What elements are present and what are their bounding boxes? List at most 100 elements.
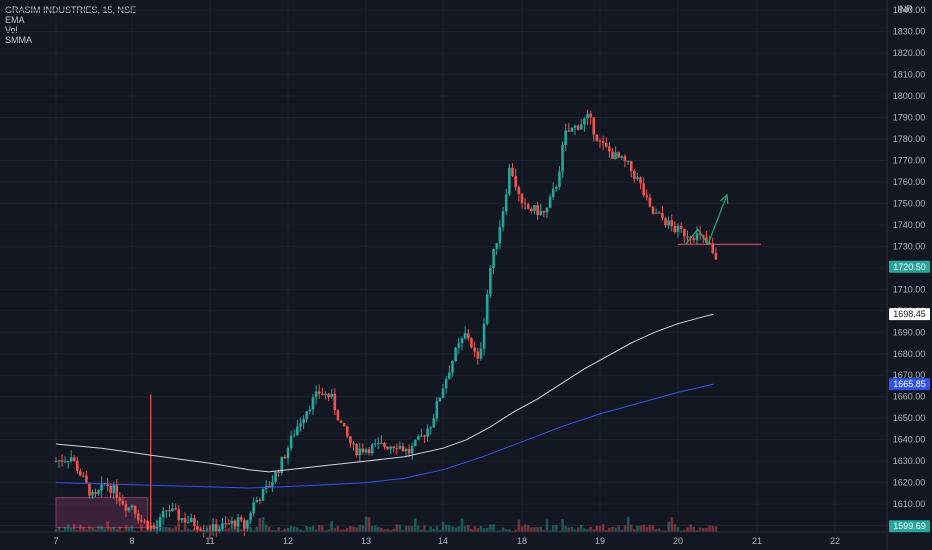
volume-bar: [466, 524, 470, 532]
volume-bar: [426, 530, 429, 532]
candle-body: [448, 372, 451, 379]
candle-body: [561, 144, 564, 172]
candle-body: [158, 517, 162, 528]
volume-bar: [380, 527, 383, 532]
bottom-value-tag-bg: [889, 520, 930, 533]
volume-bar: [342, 529, 346, 532]
candle-body: [271, 481, 274, 488]
candle-body: [420, 435, 423, 437]
volume-bars: [54, 516, 718, 532]
volume-bar: [373, 525, 377, 532]
volume-bar: [639, 525, 642, 532]
volume-bar: [476, 528, 480, 532]
candle-body: [274, 471, 277, 482]
volume-bar: [94, 529, 97, 532]
volume-bar: [520, 526, 524, 532]
y-tick-label: 1710.00: [893, 284, 926, 294]
volume-bar: [377, 526, 380, 532]
volume-bar: [174, 526, 177, 532]
candle-body: [466, 333, 470, 339]
volume-bar: [633, 529, 636, 532]
volume-bar: [530, 527, 533, 532]
candle-body: [617, 152, 621, 158]
candle-body: [261, 488, 265, 501]
volume-bar: [302, 530, 305, 532]
candle-body: [492, 248, 495, 268]
smma-value-tag: 1665.85: [889, 378, 930, 391]
volume-bar: [177, 522, 181, 532]
candle-body: [367, 449, 371, 454]
candle-body: [389, 446, 392, 449]
candle-body: [454, 347, 457, 362]
y-tick-label: 1830.00: [893, 27, 926, 37]
volume-bar: [617, 525, 621, 532]
time-axis[interactable]: 7 8 11 12 13 14 18 19 20 21 22: [0, 531, 887, 546]
volume-bar: [558, 530, 561, 532]
y-tick-label: 1750.00: [893, 198, 926, 208]
volume-bar: [79, 524, 82, 532]
y-tick-label: 1630.00: [893, 456, 926, 466]
volume-bar: [454, 527, 457, 532]
volume-bar: [517, 519, 521, 532]
volume-bar: [451, 526, 454, 532]
candle-body: [196, 526, 199, 530]
candle-body: [233, 520, 237, 527]
y-tick-label: 1760.00: [893, 177, 926, 187]
candle-body: [305, 411, 309, 419]
volume-bar: [645, 527, 649, 532]
volume-bar: [623, 525, 627, 532]
y-tick-label: 1780.00: [893, 134, 926, 144]
volume-bar: [118, 526, 122, 532]
volume-bar: [352, 526, 355, 532]
price-axis[interactable]: 1600.001610.001620.001630.001640.001650.…: [886, 0, 926, 550]
candle-body: [551, 188, 555, 198]
candle-body: [629, 160, 633, 171]
candle-body: [227, 523, 231, 525]
volume-bar: [143, 530, 146, 532]
candle-body: [407, 449, 411, 454]
candle-body: [183, 518, 187, 523]
volume-bar: [345, 527, 349, 532]
y-tick-label: 1820.00: [893, 48, 926, 58]
candle-body: [664, 218, 667, 226]
y-tick-label: 1610.00: [893, 499, 926, 509]
candle-body: [567, 130, 571, 132]
volume-bar: [72, 524, 76, 532]
candle-body: [280, 457, 284, 474]
candle-body: [470, 338, 473, 348]
candle-body: [457, 343, 461, 348]
volume-bar: [82, 526, 85, 532]
candle-body: [511, 167, 514, 176]
indicator-ema[interactable]: EMA: [5, 15, 25, 25]
volume-bar: [367, 517, 371, 532]
y-tick-label: 1680.00: [893, 349, 926, 359]
volume-bar: [286, 527, 290, 532]
volume-bar: [103, 528, 106, 532]
volume-bar: [636, 525, 639, 532]
x-tick-label: 11: [205, 536, 214, 546]
volume-bar: [85, 529, 88, 532]
candle-body: [230, 520, 234, 524]
volume-bar: [438, 529, 442, 532]
y-tick-label: 1640.00: [893, 435, 926, 445]
candle-body: [333, 393, 337, 411]
volume-bar: [626, 516, 630, 532]
candle-body: [140, 520, 143, 522]
volume-bar: [664, 530, 667, 532]
candle-body: [258, 499, 262, 501]
volume-bar: [339, 529, 343, 532]
candle-body: [592, 117, 596, 135]
indicator-smma[interactable]: SMMA: [5, 35, 32, 45]
volume-bar: [586, 529, 589, 532]
candle-body: [692, 238, 696, 241]
volume-bar: [561, 518, 564, 532]
candle-body: [321, 393, 324, 395]
volume-bar: [501, 527, 505, 532]
indicator-vol[interactable]: Vol: [5, 25, 18, 35]
x-tick-label: 21: [752, 536, 762, 546]
candle-body: [97, 490, 100, 494]
candle-body: [392, 446, 396, 449]
volume-bar: [457, 526, 461, 532]
projection-arrowhead: [719, 193, 729, 204]
